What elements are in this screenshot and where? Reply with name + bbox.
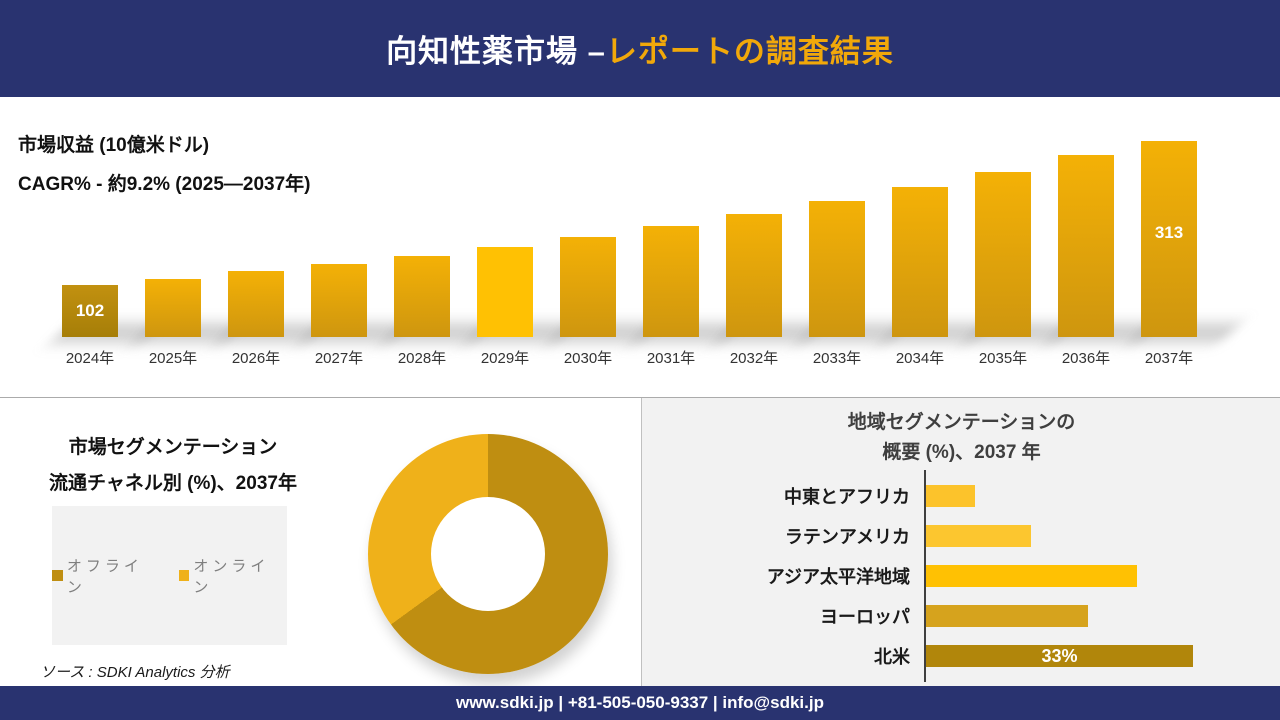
legend-swatch-icon: [178, 570, 190, 581]
regional-category-label-ラテンアメリカ: ラテンアメリカ: [784, 527, 910, 547]
donut-hole: [431, 497, 545, 611]
segmentation-panel: 市場セグメンテーション 流通チャネル別 (%)、2037年 オフライン オンライン…: [0, 398, 641, 687]
regional-panel: 地域セグメンテーションの 概要 (%)、2037 年 中東とアフリカ ラテンアメリ…: [641, 398, 1280, 687]
bottom-section: 市場セグメンテーション 流通チャネル別 (%)、2037年 オフライン オンライン…: [0, 397, 1280, 687]
regional-title: 地域セグメンテーションの 概要 (%)、2037 年: [642, 408, 1280, 468]
regional-category-label-アジア太平洋地域: アジア太平洋地域: [766, 567, 910, 587]
x-axis-tick-2034年: 2034年: [895, 350, 945, 367]
footer-contact-line: www.sdki.jp | +81-505-050-9337 | info@sd…: [456, 693, 824, 712]
legend-swatch-icon: [52, 570, 63, 581]
x-axis-tick-2027年: 2027年: [314, 350, 364, 367]
revenue-bar-column-2035年: 2035年: [963, 137, 1075, 369]
report-footer: www.sdki.jp | +81-505-050-9337 | info@sd…: [0, 686, 1280, 720]
revenue-bar-column-2034年: 2034年: [880, 137, 992, 369]
revenue-bar-2026年: [228, 271, 284, 337]
revenue-bar-column-2027年: 2027年: [299, 137, 411, 369]
source-note: ソース : SDKI Analytics 分析: [40, 664, 230, 681]
revenue-bar-2032年: [726, 214, 782, 337]
segmentation-title-line1: 市場セグメンテーション: [68, 437, 278, 458]
x-axis-tick-2032年: 2032年: [729, 350, 779, 367]
revenue-bar-column-2033年: 2033年: [797, 137, 909, 369]
revenue-chart-section: 市場収益 (10億米ドル) CAGR% - 約9.2% (2025―2037年)…: [0, 97, 1280, 397]
revenue-bar-column-2025年: 2025年: [133, 137, 245, 369]
x-axis-tick-2030年: 2030年: [563, 350, 613, 367]
regional-title-line1: 地域セグメンテーションの: [847, 412, 1076, 433]
revenue-metric-label: 市場収益 (10億米ドル): [18, 135, 210, 156]
x-axis-tick-2028年: 2028年: [397, 350, 447, 367]
regional-bar-ヨーロッパ: [926, 605, 1088, 627]
regional-bar-北米: 33%: [926, 645, 1193, 667]
regional-bar-chart: 中東とアフリカ ラテンアメリカアジア太平洋地域ヨーロッパ北米 33%: [642, 470, 1280, 682]
regional-bars-plot-area: 33%: [924, 470, 1280, 682]
revenue-bar-2037年: 313: [1141, 141, 1197, 337]
regional-bar-ラテンアメリカ: [926, 525, 1031, 547]
page-title-market-name: 向知性薬市場 –: [386, 34, 606, 69]
revenue-bar-column-2030年: 2030年: [548, 137, 660, 369]
revenue-bar-2034年: [892, 187, 948, 337]
revenue-bar-2036年: [1058, 155, 1114, 337]
regional-category-label-ヨーロッパ: ヨーロッパ: [820, 607, 910, 627]
regional-bar-中東とアフリカ: [926, 485, 975, 507]
segmentation-title: 市場セグメンテーション 流通チャネル別 (%)、2037年: [8, 430, 338, 502]
regional-bar-アジア太平洋地域: [926, 565, 1137, 587]
regional-category-labels: 中東とアフリカ ラテンアメリカアジア太平洋地域ヨーロッパ北米: [642, 470, 924, 682]
revenue-bar-2035年: [975, 172, 1031, 337]
revenue-bar-column-2032年: 2032年: [714, 137, 826, 369]
regional-category-label-中東とアフリカ: 中東とアフリカ: [784, 487, 910, 507]
revenue-bar-column-2026年: 2026年: [216, 137, 328, 369]
regional-title-line2: 概要 (%)、2037 年: [882, 442, 1041, 463]
page-title-report-suffix: レポートの調査結果: [605, 34, 894, 69]
x-axis-tick-2036年: 2036年: [1061, 350, 1111, 367]
revenue-bar-2031年: [643, 226, 699, 337]
report-header: 向知性薬市場 –レポートの調査結果: [0, 0, 1280, 97]
legend-label: オンライン: [193, 557, 270, 596]
revenue-bar-2030年: [560, 237, 616, 337]
revenue-bar-2024年: 102: [62, 285, 118, 337]
bar-value-label-2037年: 313: [1154, 223, 1184, 243]
regional-bar-row-ヨーロッパ: [926, 596, 1280, 636]
x-axis-tick-2024年: 2024年: [65, 350, 115, 367]
revenue-bar-2027年: [311, 264, 367, 337]
revenue-bar-2033年: [809, 201, 865, 337]
cagr-label: CAGR% - 約9.2% (2025―2037年): [18, 174, 311, 195]
legend-item-オンライン: オンライン: [178, 555, 288, 597]
regional-bar-row-中東とアフリカ: [926, 476, 1280, 516]
regional-bar-value-label-北米: 33%: [1041, 645, 1078, 666]
page-title: 向知性薬市場 –レポートの調査結果: [386, 26, 894, 71]
bar-value-label-2024年: 102: [75, 301, 105, 320]
x-axis-tick-2033年: 2033年: [812, 350, 862, 367]
x-axis-tick-2025年: 2025年: [148, 350, 198, 367]
distribution-donut-chart: [368, 434, 608, 674]
revenue-bar-column-2024年: 102 2024年: [50, 137, 162, 369]
x-axis-tick-2037年: 2037年: [1144, 350, 1194, 367]
legend-label: オフライン: [66, 557, 143, 596]
revenue-bar-column-2029年: 2029年: [465, 137, 577, 369]
revenue-bar-chart: 102 2024年 2025年 2026年 2027年 2028年 2029年 2030年 20…: [50, 137, 1241, 369]
revenue-bar-2025年: [145, 279, 201, 337]
revenue-bar-column-2037年: 313 2037年: [1129, 137, 1241, 369]
regional-bar-row-ラテンアメリカ: [926, 516, 1280, 556]
regional-category-label-北米: 北米: [874, 647, 910, 667]
revenue-bar-column-2028年: 2028年: [382, 137, 494, 369]
x-axis-tick-2031年: 2031年: [646, 350, 696, 367]
revenue-bar-2029年: [477, 247, 533, 337]
x-axis-tick-2035年: 2035年: [978, 350, 1028, 367]
revenue-bar-2028年: [394, 256, 450, 337]
legend-item-オフライン: オフライン: [52, 555, 161, 597]
regional-bar-row-アジア太平洋地域: [926, 556, 1280, 596]
revenue-bar-column-2036年: 2036年: [1046, 137, 1158, 369]
donut-legend-box: オフライン オンライン: [52, 506, 287, 645]
x-axis-tick-2026年: 2026年: [231, 350, 281, 367]
revenue-bar-column-2031年: 2031年: [631, 137, 743, 369]
x-axis-tick-2029年: 2029年: [480, 350, 530, 367]
segmentation-title-line2: 流通チャネル別 (%)、2037年: [49, 473, 297, 494]
regional-bar-row-北米: 33%: [926, 636, 1280, 676]
